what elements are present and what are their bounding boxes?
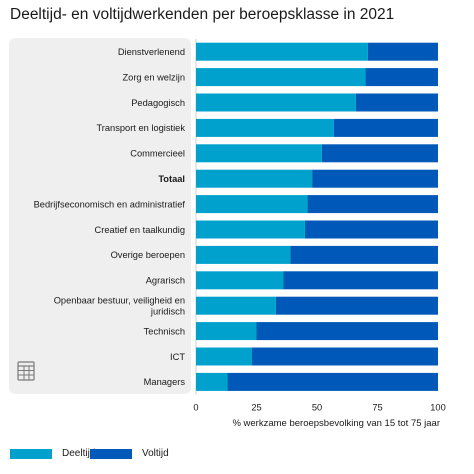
category-label: Agrarisch (146, 276, 185, 286)
bar-voltijd-openbaar-bestuur-veiligheid-en-juridisch[interactable] (275, 296, 438, 315)
bar-deeltijd-overige-beroepen[interactable] (196, 245, 291, 264)
category-label: Openbaar bestuur, veiligheid en juridisch (54, 296, 185, 317)
bar-voltijd-ict[interactable] (251, 347, 438, 366)
bar-deeltijd-commercieel[interactable] (196, 144, 322, 163)
x-tick-label: 50 (312, 403, 322, 413)
bar-voltijd-totaal[interactable] (312, 169, 438, 188)
bar-deeltijd-ict[interactable] (196, 347, 252, 366)
x-tick-label: 100 (430, 403, 446, 413)
bar-voltijd-technisch[interactable] (256, 322, 439, 341)
category-label: Managers (144, 377, 186, 387)
bar-deeltijd-openbaar-bestuur-veiligheid-en-juridisch[interactable] (196, 296, 276, 315)
category-label: Commercieel (130, 149, 185, 159)
x-tick-label: 0 (193, 403, 198, 413)
x-tick-label: 25 (251, 403, 261, 413)
bar-deeltijd-dienstverlenend[interactable] (196, 42, 368, 61)
table-icon[interactable] (15, 360, 37, 382)
bar-voltijd-dienstverlenend[interactable] (367, 42, 438, 61)
category-label: Zorg en welzijn (122, 72, 185, 82)
bar-deeltijd-technisch[interactable] (196, 322, 257, 341)
legend-item-voltijd[interactable]: Voltijd (90, 448, 169, 459)
bar-deeltijd-agrarisch[interactable] (196, 271, 284, 290)
legend-swatch-voltijd (90, 448, 132, 459)
category-label: Totaal (158, 174, 185, 184)
bar-voltijd-commercieel[interactable] (321, 144, 438, 163)
bar-voltijd-bedrijfseconomisch-en-administratief[interactable] (307, 195, 438, 214)
category-label: Overige beroepen (111, 250, 185, 260)
bar-deeltijd-bedrijfseconomisch-en-administratief[interactable] (196, 195, 308, 214)
bar-voltijd-zorg-en-welzijn[interactable] (365, 68, 438, 87)
bar-voltijd-managers[interactable] (227, 372, 438, 391)
x-axis-label: % werkzame beroepsbevolking van 15 tot 7… (232, 418, 440, 429)
category-label-panel (9, 38, 191, 394)
bar-voltijd-overige-beroepen[interactable] (290, 245, 438, 264)
bar-voltijd-agrarisch[interactable] (283, 271, 438, 290)
bar-voltijd-pedagogisch[interactable] (355, 93, 438, 112)
category-label: Transport en logistiek (96, 123, 185, 133)
bar-voltijd-transport-en-logistiek[interactable] (333, 118, 438, 137)
category-label: Pedagogisch (131, 98, 185, 108)
bar-deeltijd-totaal[interactable] (196, 169, 313, 188)
category-label: Technisch (144, 326, 185, 336)
bar-deeltijd-zorg-en-welzijn[interactable] (196, 68, 366, 87)
legend: Deeltijd Voltijd (0, 448, 474, 468)
bar-deeltijd-managers[interactable] (196, 372, 228, 391)
legend-label-voltijd: Voltijd (142, 448, 169, 459)
category-label: Creatief en taalkundig (95, 225, 185, 235)
category-label: Bedrijfseconomisch en administratief (34, 199, 186, 209)
x-tick-label: 75 (372, 403, 382, 413)
legend-swatch-deeltijd (10, 448, 52, 459)
legend-item-deeltijd[interactable]: Deeltijd (10, 448, 95, 459)
bar-deeltijd-transport-en-logistiek[interactable] (196, 118, 334, 137)
category-label: ICT (170, 352, 185, 362)
category-label: Dienstverlenend (118, 47, 185, 57)
chart-title: Deeltijd- en voltijdwerkenden per beroep… (10, 6, 395, 23)
bar-deeltijd-pedagogisch[interactable] (196, 93, 356, 112)
bar-voltijd-creatief-en-taalkundig[interactable] (304, 220, 438, 239)
legend-label-deeltijd: Deeltijd (62, 448, 96, 459)
bar-deeltijd-creatief-en-taalkundig[interactable] (196, 220, 305, 239)
